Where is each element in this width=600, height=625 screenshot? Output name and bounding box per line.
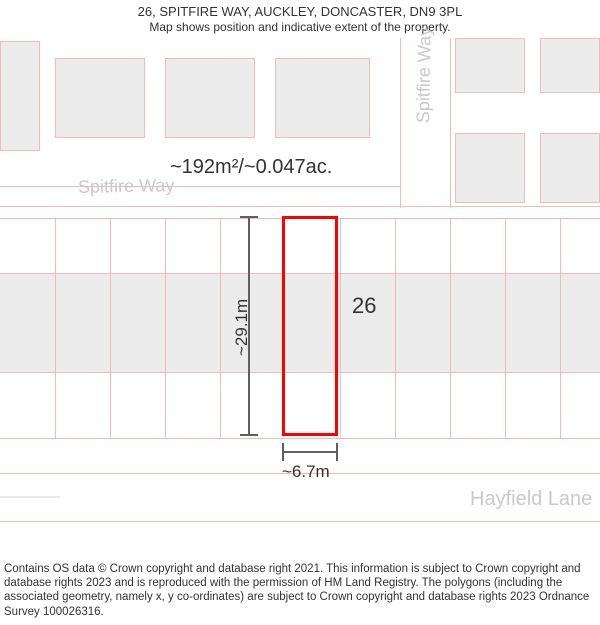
- building: [455, 133, 525, 203]
- road-edge: [0, 206, 600, 207]
- building: [275, 58, 370, 138]
- road-label-spitfire-h: Spitfire Way: [78, 175, 175, 198]
- building: [455, 38, 525, 93]
- property-highlight: [282, 216, 338, 436]
- road-label-spitfire-v: Spitfire Way: [413, 27, 436, 124]
- plot-number: 26: [352, 293, 376, 319]
- area-label: ~192m²/~0.047ac.: [170, 156, 332, 179]
- dim-tick: [282, 443, 284, 461]
- plot-line: [55, 218, 56, 438]
- road-edge: [0, 496, 60, 498]
- plot-line: [220, 218, 221, 438]
- page-subtitle: Map shows position and indicative extent…: [0, 20, 600, 34]
- dim-text-width: ~6.7m: [282, 462, 330, 482]
- building: [165, 58, 255, 138]
- building: [55, 58, 145, 138]
- map-canvas: Spitfire Way Spitfire Way Hayfield Lane …: [0, 38, 600, 528]
- dim-tick: [240, 434, 258, 436]
- road-edge: [0, 521, 600, 522]
- plot-line: [450, 218, 451, 438]
- building: [0, 41, 40, 151]
- plot-line: [395, 218, 396, 438]
- plot-line: [0, 438, 600, 439]
- dim-tick: [240, 216, 258, 218]
- dim-text-depth: ~29.1m: [232, 299, 252, 356]
- road-edge: [0, 186, 400, 187]
- plot-line: [560, 218, 561, 438]
- dim-line-width: [282, 451, 338, 453]
- plot-line: [110, 218, 111, 438]
- plot-line: [165, 218, 166, 438]
- road-edge: [450, 38, 451, 208]
- plot-line: [505, 218, 506, 438]
- building: [540, 38, 600, 93]
- header: 26, SPITFIRE WAY, AUCKLEY, DONCASTER, DN…: [0, 0, 600, 36]
- plot-line: [340, 218, 341, 438]
- dim-tick: [336, 443, 338, 461]
- page-title: 26, SPITFIRE WAY, AUCKLEY, DONCASTER, DN…: [0, 4, 600, 19]
- road-label-hayfield: Hayfield Lane: [470, 488, 592, 511]
- building: [540, 133, 600, 203]
- copyright-footer: Contains OS data © Crown copyright and d…: [4, 562, 596, 620]
- road-edge: [400, 38, 401, 208]
